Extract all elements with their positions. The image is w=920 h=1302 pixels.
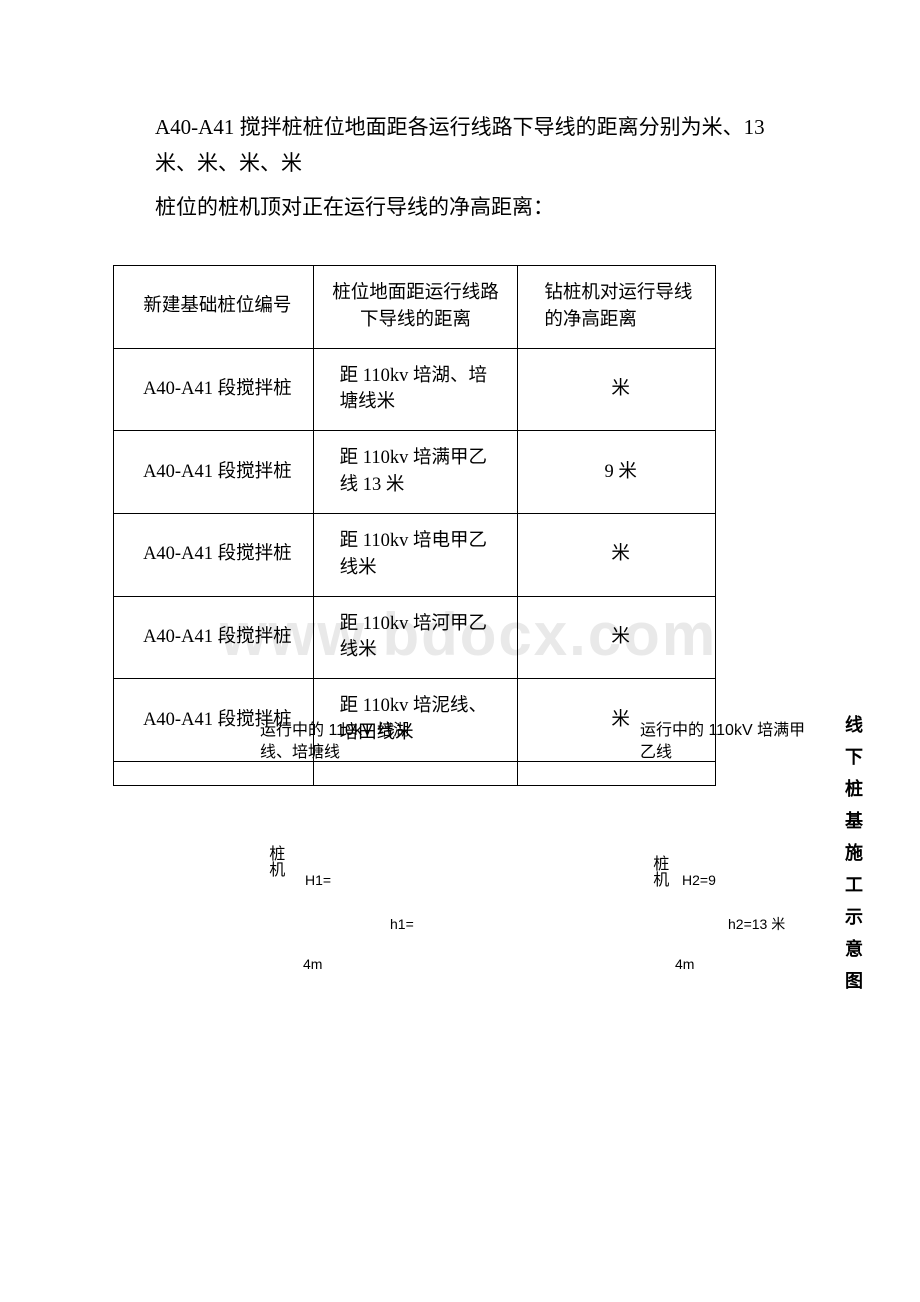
header-cell-ground-dist: 桩位地面距运行线路下导线的距离	[313, 266, 518, 349]
table-row: A40-A41 段搅拌桩 距 110kv 培湖、培 塘线米 米	[114, 348, 716, 431]
table-row: A40-A41 段搅拌桩 距 110kv 培河甲乙 线米 米	[114, 596, 716, 679]
header-cell-id: 新建基础桩位编号	[114, 266, 314, 349]
cell-net-height: 9 米	[518, 431, 716, 514]
vertical-title: 线下桩基施工示意图	[840, 715, 866, 1003]
table-row-empty	[114, 761, 716, 785]
cell-net-height: 米	[518, 679, 716, 762]
label-h1: h1=	[390, 915, 414, 934]
cell-id: A40-A41 段搅拌桩	[114, 679, 314, 762]
cell-line2: 线 13 米	[340, 475, 405, 495]
cell-line2: 线米	[340, 558, 377, 578]
distance-table: 新建基础桩位编号 桩位地面距运行线路下导线的距离 钻桩机对运行导线的净高距离 A…	[113, 265, 716, 786]
cell-line1: 距 110kv 培电甲乙	[340, 531, 487, 551]
cell-line1: 距 110kv 培满甲乙	[340, 448, 487, 468]
cell-line1: 距 110kv 培湖、培	[340, 366, 487, 386]
cell-id: A40-A41 段搅拌桩	[114, 513, 314, 596]
cell-ground-dist: 距 110kv 培湖、培 塘线米	[313, 348, 518, 431]
cell-net-height: 米	[518, 513, 716, 596]
cell-ground-dist: 距 110kv 培泥线、 培田线米	[313, 679, 518, 762]
table-header-row: 新建基础桩位编号 桩位地面距运行线路下导线的距离 钻桩机对运行导线的净高距离	[114, 266, 716, 349]
cell-ground-dist: 距 110kv 培河甲乙 线米	[313, 596, 518, 679]
label-pile-machine-right: 桩机	[649, 855, 668, 887]
label-h2: h2=13 米	[728, 915, 785, 934]
label-H2: H2=9	[682, 871, 716, 890]
cell-id: A40-A41 段搅拌桩	[114, 348, 314, 431]
cell-line1: 距 110kv 培泥线、	[340, 696, 487, 716]
cell-net-height: 米	[518, 348, 716, 431]
table-row: A40-A41 段搅拌桩 距 110kv 培满甲乙 线 13 米 9 米	[114, 431, 716, 514]
empty-cell	[114, 761, 314, 785]
cell-id: A40-A41 段搅拌桩	[114, 596, 314, 679]
cell-net-height: 米	[518, 596, 716, 679]
paragraph-1: A40-A41 搅拌桩桩位地面距各运行线路下导线的距离分别为米、13 米、米、米…	[155, 110, 810, 181]
table-row: A40-A41 段搅拌桩 距 110kv 培泥线、 培田线米 米	[114, 679, 716, 762]
header-cell-net-height: 钻桩机对运行导线的净高距离	[518, 266, 716, 349]
label-pile-machine-left: 桩机	[265, 845, 284, 877]
table-row: A40-A41 段搅拌桩 距 110kv 培电甲乙 线米 米	[114, 513, 716, 596]
cell-id: A40-A41 段搅拌桩	[114, 431, 314, 514]
cell-ground-dist: 距 110kv 培满甲乙 线 13 米	[313, 431, 518, 514]
cell-line1: 距 110kv 培河甲乙	[340, 614, 487, 634]
cell-line2: 塘线米	[340, 392, 396, 412]
cell-line2: 线米	[340, 640, 377, 660]
empty-cell	[313, 761, 518, 785]
cell-ground-dist: 距 110kv 培电甲乙 线米	[313, 513, 518, 596]
cell-line2: 培田线米	[340, 723, 414, 743]
label-width-right: 4m	[675, 955, 694, 974]
label-width-left: 4m	[303, 955, 322, 974]
paragraph-2: 桩位的桩机顶对正在运行导线的净高距离：	[155, 190, 810, 226]
empty-cell	[518, 761, 716, 785]
label-H1: H1=	[305, 871, 331, 890]
